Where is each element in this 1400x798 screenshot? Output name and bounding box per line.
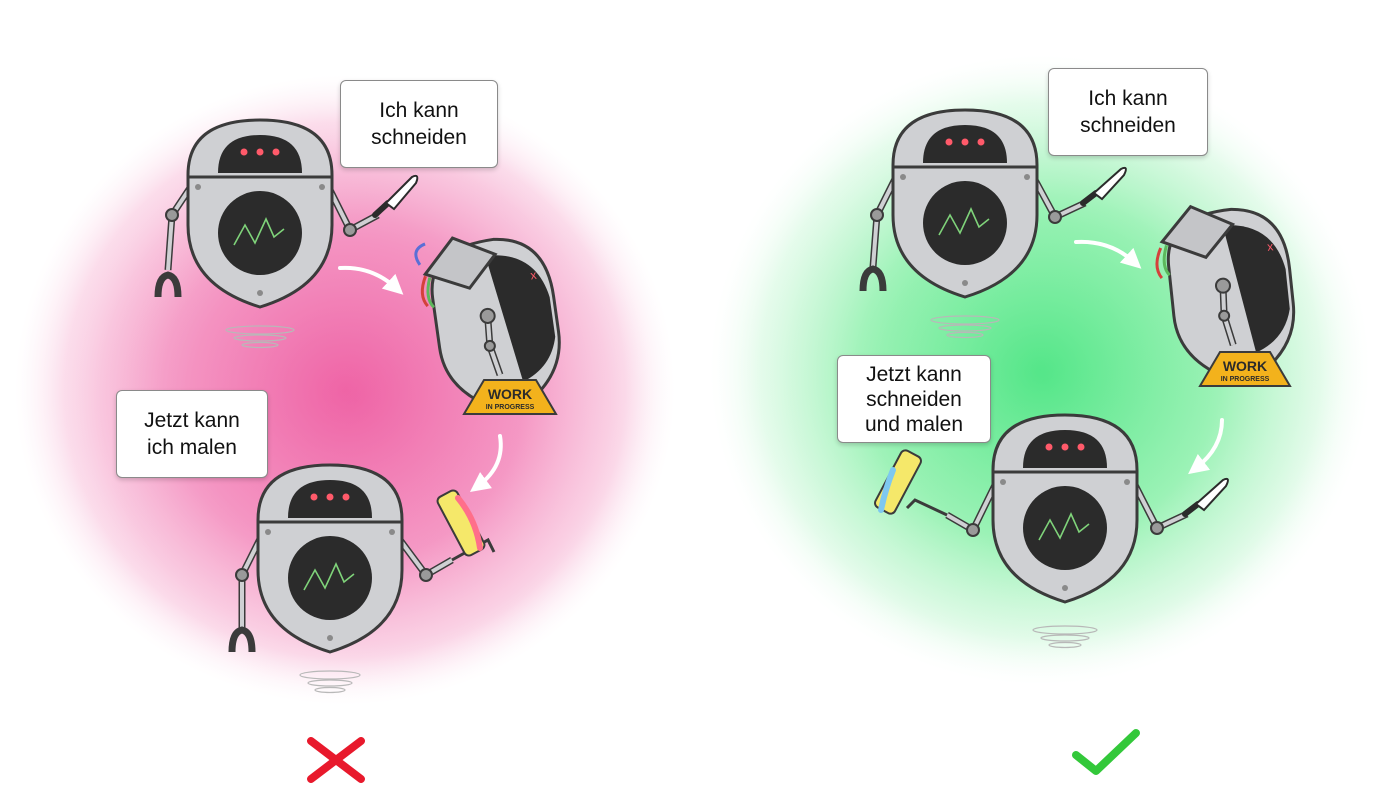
check-icon — [1072, 729, 1140, 775]
speech-bubble-cut-and-paint: Jetzt kann schneiden und malen — [837, 355, 991, 443]
sign-line2: IN PROGRESS — [486, 404, 535, 411]
right-illustration: x WORK IN PROGRESS — [710, 55, 1370, 685]
arrow-1 — [1074, 239, 1142, 269]
robot-in-progress: x — [414, 236, 561, 416]
paint-roller-icon — [874, 449, 948, 517]
paint-roller-icon — [436, 489, 496, 562]
robot-knife — [859, 108, 1127, 339]
robot-in-progress: x — [1155, 204, 1296, 386]
svg-text:x: x — [1266, 239, 1273, 254]
robot-painter — [228, 463, 496, 694]
wrong-illustration: x WORK IN PROGRESS — [15, 75, 675, 705]
sign-line1: WORK — [1223, 358, 1267, 374]
cross-icon — [307, 737, 365, 783]
bubble-line: und malen — [864, 412, 964, 436]
work-in-progress-sign: WORK IN PROGRESS — [462, 379, 558, 415]
robot-painter-and-cutter — [874, 413, 1229, 649]
work-in-progress-sign: WORK IN PROGRESS — [1198, 351, 1292, 387]
bubble-line: Ich kann — [1088, 87, 1168, 110]
robot-knife — [154, 118, 419, 349]
sign-line1: WORK — [488, 386, 532, 402]
bubble-line: Jetzt kann — [866, 362, 962, 386]
sign-line2: IN PROGRESS — [1221, 376, 1270, 383]
arrow-2 — [1188, 418, 1224, 475]
speech-bubble-cut: Ich kann schneiden — [340, 80, 498, 168]
svg-text:x: x — [529, 268, 537, 283]
arrow-1 — [338, 265, 404, 295]
bubble-line: Ich kann — [379, 99, 459, 122]
speech-bubble-paint: Jetzt kann ich malen — [116, 390, 268, 478]
knife-icon — [1182, 477, 1229, 517]
bubble-line: Jetzt kann — [144, 409, 240, 432]
knife-icon — [372, 174, 419, 218]
panel-right: x WORK IN PROGRESS — [700, 0, 1400, 798]
speech-bubble-cut: Ich kann schneiden — [1048, 68, 1208, 156]
knife-icon — [1080, 166, 1127, 206]
bubble-line: schneiden — [371, 126, 467, 149]
bubble-line: schneiden — [866, 387, 962, 411]
bubble-line: schneiden — [1080, 114, 1176, 137]
arrow-2 — [469, 434, 503, 492]
panel-wrong: x WORK IN PROGRESS — [15, 75, 675, 783]
bubble-line: ich malen — [147, 436, 237, 459]
